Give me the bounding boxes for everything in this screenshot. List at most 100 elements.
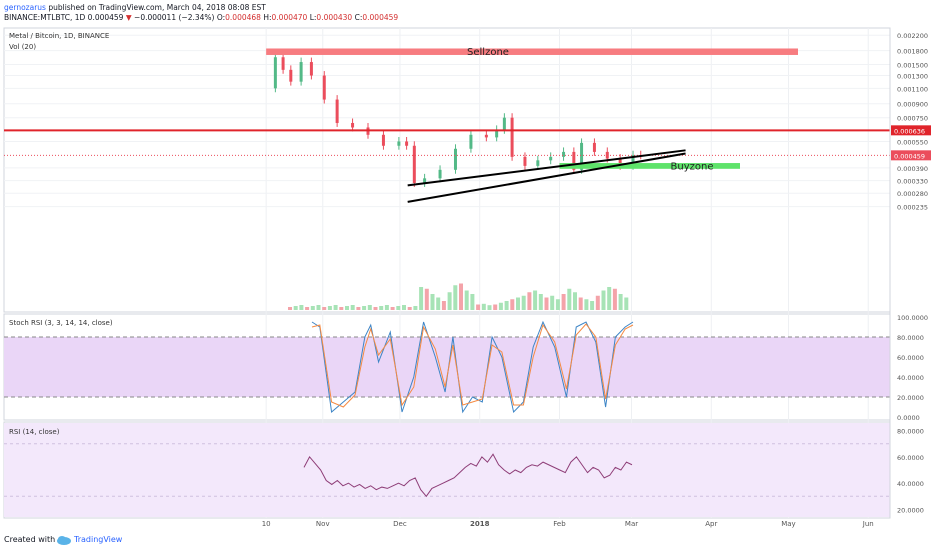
x-tick-label: 10	[262, 520, 271, 528]
candle-body	[299, 62, 303, 82]
candle-body	[309, 62, 313, 76]
volume-bar	[356, 307, 361, 310]
open-label: O:	[216, 13, 226, 22]
trendline	[407, 149, 686, 187]
volume-bar	[476, 304, 481, 310]
volume-bar	[390, 307, 395, 310]
stoch-y-tick-label: 100.0000	[897, 314, 928, 322]
chart-canvas[interactable]: 10 Nov Dec 2018 Feb Mar Apr May Jun 0.002200 0.001…	[0, 0, 932, 530]
ohlc-line: BINANCE:MTLBTC, 1D 0.000459 ▼ −0.000011 …	[4, 13, 398, 23]
volume-bar	[612, 288, 617, 310]
volume-bar	[288, 307, 292, 310]
candle-body	[484, 134, 488, 138]
volume-bar	[305, 307, 310, 310]
volume-bar	[441, 301, 446, 310]
stoch-y-tick-label: 0.0000	[897, 414, 920, 422]
volume-bar	[481, 303, 486, 310]
y-tick-label: 0.000390	[897, 165, 928, 173]
y-tick-label: 0.001500	[897, 62, 928, 70]
volume-bar	[407, 307, 412, 310]
candle-body	[469, 134, 473, 149]
sellzone-box	[266, 48, 799, 55]
open-value: 0.000468	[225, 13, 261, 22]
volume-bar	[521, 295, 526, 310]
candle-body	[502, 117, 506, 130]
y-tick-label: 0.000330	[897, 178, 928, 186]
volume-bar	[595, 295, 600, 310]
volume-bar	[447, 292, 452, 310]
publish-info: published on TradingView.com, March 04, …	[45, 3, 266, 12]
candle-body	[631, 155, 635, 166]
footer: Created with TradingView	[0, 529, 932, 550]
rsi-y-tick-label: 40.0000	[897, 480, 924, 488]
volume-bar	[367, 305, 372, 310]
volume-bar	[350, 305, 355, 310]
volume-bar	[527, 292, 532, 310]
candle-body	[405, 141, 409, 146]
y-tick-label: 0.000750	[897, 115, 928, 123]
tradingview-link[interactable]: TradingView	[74, 535, 123, 544]
y-tick-label: 0.001100	[897, 85, 928, 93]
volume-bar	[538, 294, 543, 310]
volume-bar	[430, 294, 435, 310]
candle-body	[453, 148, 457, 170]
stoch-y-tick-label: 40.0000	[897, 374, 924, 382]
rsi-band	[4, 423, 890, 517]
y-tick-label: 0.000235	[897, 204, 928, 212]
volume-bar	[573, 292, 577, 310]
author-link[interactable]: gernozarus	[4, 3, 46, 12]
high-label: H:	[263, 13, 272, 22]
candle-body	[397, 141, 401, 146]
x-tick-label: Apr	[705, 520, 717, 528]
x-tick-label: Mar	[625, 520, 638, 528]
rsi-y-tick-label: 60.0000	[897, 454, 924, 462]
y-tick-label: 0.000550	[897, 138, 928, 146]
candle-body	[322, 75, 326, 100]
volume-bar	[607, 287, 612, 310]
volume-bar	[561, 294, 566, 310]
y-tick-label: 0.000280	[897, 190, 928, 198]
y-tick-label: 0.001300	[897, 73, 928, 81]
candle-body	[592, 142, 596, 152]
volume-bar	[333, 305, 338, 310]
stoch-series-line	[311, 323, 634, 408]
x-tick-label: Feb	[553, 520, 566, 528]
stoch-y-tick-label: 80.0000	[897, 334, 924, 342]
volume-bar	[504, 301, 509, 310]
volume-bar	[533, 290, 538, 310]
candle-body	[618, 158, 622, 166]
volume-bar	[322, 307, 327, 310]
volume-bar	[316, 305, 321, 310]
symbol-label: BINANCE:MTLBTC, 1D	[4, 13, 86, 22]
volume-bar	[424, 288, 429, 310]
buyzone-box	[559, 163, 740, 169]
stoch-band	[4, 337, 890, 397]
volume-bar	[590, 301, 595, 310]
tradingview-logo-icon	[57, 536, 71, 545]
volume-bar	[567, 288, 572, 310]
candle-body	[351, 122, 355, 128]
resistance-price-tag	[891, 125, 931, 136]
close-label: C:	[354, 13, 363, 22]
created-with-label: Created with	[4, 535, 56, 544]
volume-bar	[464, 290, 469, 310]
volume-bar	[584, 299, 589, 310]
volume-bar	[299, 305, 304, 310]
volume-bar	[413, 306, 418, 310]
candle-body	[289, 69, 293, 82]
stoch-pane-title: Stoch RSI (3, 3, 14, 14, close)	[9, 319, 113, 327]
publish-line: gernozarus published on TradingView.com,…	[4, 3, 266, 13]
volume-bar	[550, 295, 555, 310]
candle-body	[562, 151, 566, 157]
volume-bar	[624, 297, 629, 310]
x-tick-label: May	[781, 520, 795, 528]
x-tick-label: 2018	[470, 520, 490, 528]
volume-bar	[453, 285, 458, 310]
candle-body	[438, 169, 442, 179]
volume-bar	[555, 299, 560, 310]
candle-body	[536, 160, 540, 166]
volume-bar	[310, 306, 315, 310]
candle-body	[281, 57, 285, 70]
candle-body	[412, 145, 416, 183]
volume-bar	[362, 306, 367, 310]
